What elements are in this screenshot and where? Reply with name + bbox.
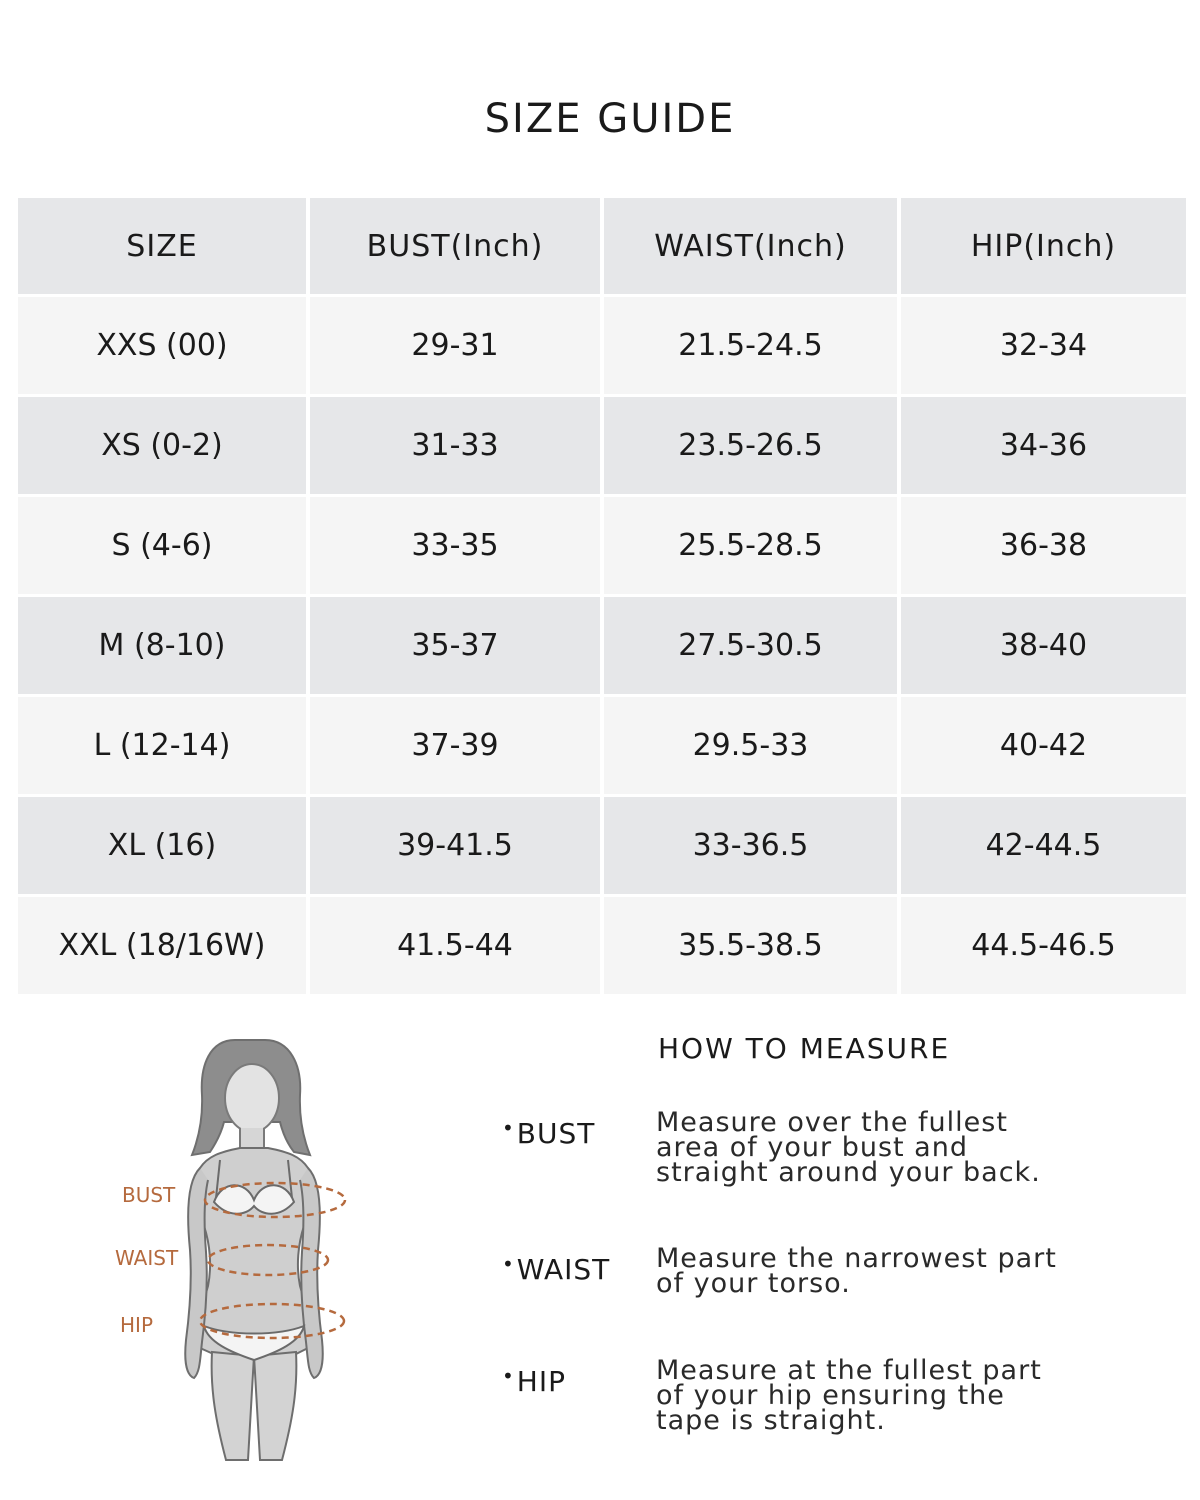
bullet-icon: • [502, 1364, 515, 1388]
cell-waist: 29.5-33 [602, 695, 901, 797]
table-row: XXS (00) 29-31 21.5-24.5 32-34 [18, 295, 1186, 397]
header-size: SIZE [18, 198, 310, 297]
cell-size: S (4-6) [18, 495, 310, 597]
hip-label: HIP [120, 1313, 153, 1337]
cell-waist: 27.5-30.5 [602, 595, 901, 697]
measure-label: BUST [516, 1117, 596, 1150]
female-figure-icon [184, 1039, 324, 1461]
page-title: SIZE GUIDE [484, 96, 736, 142]
cell-hip: 44.5-46.5 [899, 895, 1186, 997]
cell-hip: 42-44.5 [899, 795, 1186, 897]
cell-waist: 25.5-28.5 [602, 495, 901, 597]
table-row: M (8-10) 35-37 27.5-30.5 38-40 [18, 595, 1186, 697]
cell-bust: 31-33 [308, 395, 604, 497]
header-hip: HIP(Inch) [899, 198, 1186, 297]
size-table: SIZE BUST(Inch) WAIST(Inch) HIP(Inch) XX… [18, 198, 1186, 997]
cell-hip: 32-34 [899, 295, 1186, 397]
cell-bust: 39-41.5 [308, 795, 604, 897]
cell-bust: 35-37 [308, 595, 604, 697]
cell-hip: 38-40 [899, 595, 1186, 697]
cell-size: XXS (00) [18, 295, 310, 397]
cell-size: XS (0-2) [18, 395, 310, 497]
measure-description: Measure over the fullest area of your bu… [656, 1107, 1041, 1188]
cell-waist: 21.5-24.5 [602, 295, 901, 397]
table-header-row: SIZE BUST(Inch) WAIST(Inch) HIP(Inch) [18, 198, 1186, 297]
cell-hip: 36-38 [899, 495, 1186, 597]
table-row: XXL (18/16W) 41.5-44 35.5-38.5 44.5-46.5 [18, 895, 1186, 997]
cell-size: M (8-10) [18, 595, 310, 697]
waist-tape [206, 1243, 330, 1277]
cell-waist: 33-36.5 [602, 795, 901, 897]
table-row: L (12-14) 37-39 29.5-33 40-42 [18, 695, 1186, 797]
cell-hip: 34-36 [899, 395, 1186, 497]
table-row: S (4-6) 33-35 25.5-28.5 36-38 [18, 495, 1186, 597]
waist-label: WAIST [115, 1246, 179, 1270]
bust-tape [203, 1181, 347, 1219]
bullet-icon: • [502, 1116, 515, 1140]
body-figure-illustration: BUST WAIST HIP [115, 1039, 347, 1461]
bullet-icon: • [502, 1252, 515, 1276]
table-row: XS (0-2) 31-33 23.5-26.5 34-36 [18, 395, 1186, 497]
bust-label: BUST [122, 1183, 176, 1207]
cell-waist: 35.5-38.5 [602, 895, 901, 997]
cell-waist: 23.5-26.5 [602, 395, 901, 497]
how-to-measure-title: HOW TO MEASURE [658, 1032, 951, 1065]
measure-description: Measure the narrowest part of your torso… [656, 1243, 1057, 1299]
measure-label: WAIST [516, 1253, 611, 1286]
cell-bust: 37-39 [308, 695, 604, 797]
measure-label: HIP [516, 1365, 566, 1398]
cell-size: XXL (18/16W) [18, 895, 310, 997]
cell-bust: 33-35 [308, 495, 604, 597]
cell-size: L (12-14) [18, 695, 310, 797]
table-row: XL (16) 39-41.5 33-36.5 42-44.5 [18, 795, 1186, 897]
header-bust: BUST(Inch) [308, 198, 604, 297]
measure-description: Measure at the fullest part of your hip … [656, 1355, 1042, 1436]
cell-hip: 40-42 [899, 695, 1186, 797]
hip-tape [198, 1302, 346, 1340]
cell-bust: 41.5-44 [308, 895, 604, 997]
cell-size: XL (16) [18, 795, 310, 897]
header-waist: WAIST(Inch) [602, 198, 901, 297]
cell-bust: 29-31 [308, 295, 604, 397]
